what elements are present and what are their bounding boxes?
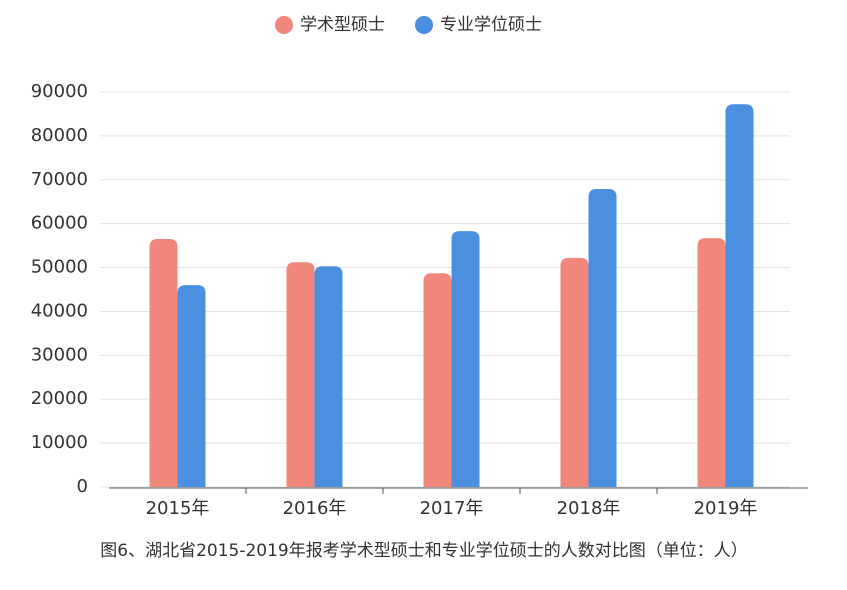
legend-label: 专业学位硕士 <box>440 15 542 35</box>
bar <box>314 266 343 487</box>
y-tick-label: 10000 <box>31 432 88 453</box>
legend-marker <box>275 16 293 34</box>
x-tick-label: 2015年 <box>146 498 210 519</box>
bar <box>451 231 480 487</box>
x-tick-label: 2017年 <box>420 498 484 519</box>
legend-label: 学术型硕士 <box>300 15 385 35</box>
bar <box>697 238 726 487</box>
x-tick-label: 2016年 <box>283 498 347 519</box>
x-tick-label: 2018年 <box>557 498 621 519</box>
y-tick-label: 70000 <box>31 169 88 190</box>
y-tick-label: 20000 <box>31 388 88 409</box>
y-tick-label: 90000 <box>31 81 88 102</box>
bar <box>560 257 589 487</box>
y-tick-label: 50000 <box>31 257 88 278</box>
bar <box>177 285 206 487</box>
legend-marker <box>415 16 433 34</box>
x-tick-label: 2019年 <box>694 498 758 519</box>
bar <box>588 188 617 487</box>
bar <box>423 273 452 487</box>
bar <box>725 104 754 488</box>
y-tick-label: 30000 <box>31 344 88 365</box>
y-tick-label: 60000 <box>31 213 88 234</box>
y-tick-label: 0 <box>77 476 88 497</box>
bar <box>149 239 178 487</box>
y-tick-label: 80000 <box>31 125 88 146</box>
y-tick-label: 40000 <box>31 300 88 321</box>
bar <box>286 262 315 487</box>
chart-caption: 图6、湖北省2015-2019年报考学术型硕士和专业学位硕士的人数对比图（单位：… <box>100 541 747 561</box>
